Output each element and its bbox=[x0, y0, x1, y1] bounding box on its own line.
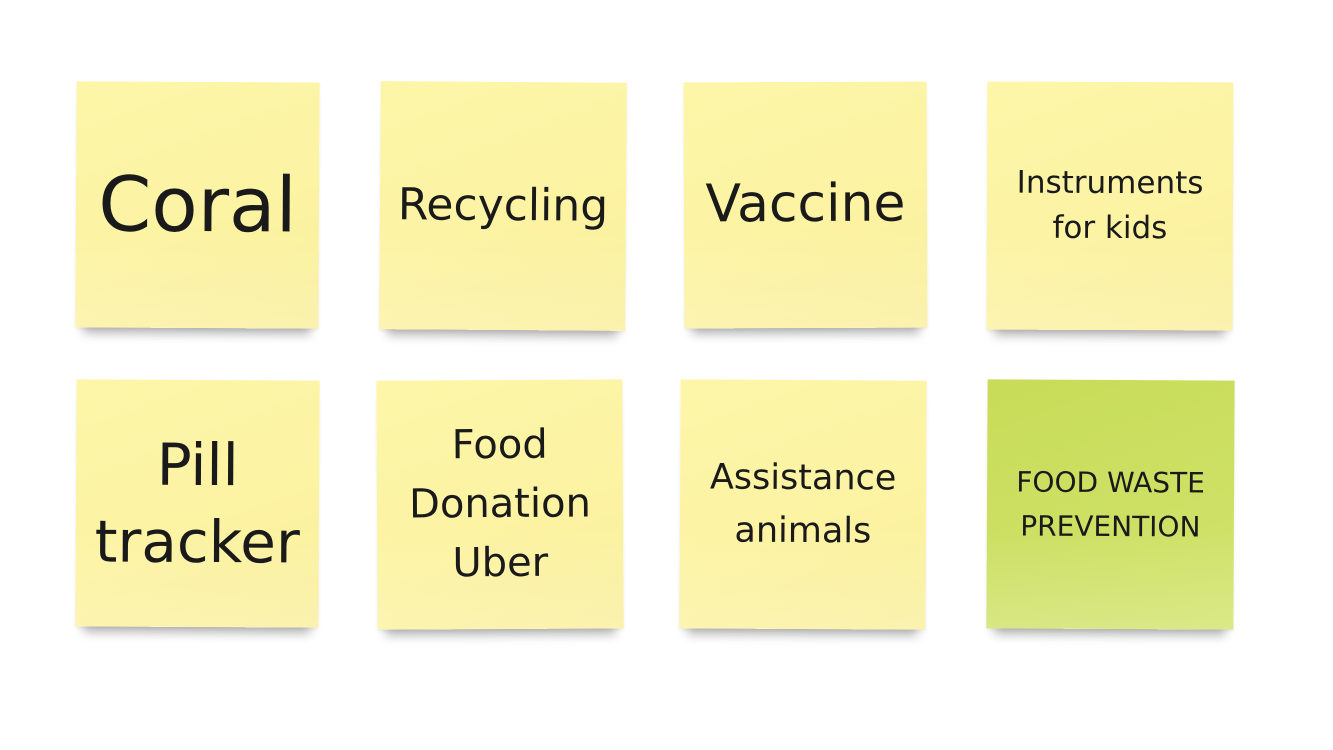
sticky-note-food-waste-prevention[interactable]: FOOD WASTE PREVENTION bbox=[986, 379, 1235, 630]
sticky-note-text: Assistance animals bbox=[709, 457, 897, 551]
sticky-note-text: FOOD WASTE PREVENTION bbox=[1016, 465, 1205, 543]
sticky-note-text: Vaccine bbox=[705, 173, 906, 235]
sticky-note-recycling[interactable]: Recycling bbox=[379, 81, 627, 331]
sticky-note-instruments-for-kids[interactable]: Instruments for kids bbox=[986, 81, 1234, 331]
sticky-note-text: Pill tracker bbox=[94, 430, 301, 577]
sticky-note-text: Recycling bbox=[397, 179, 609, 232]
sticky-note-text: Food Donation Uber bbox=[408, 421, 591, 587]
sticky-note-pill-tracker[interactable]: Pill tracker bbox=[75, 379, 320, 628]
sticky-note-food-donation-uber[interactable]: Food Donation Uber bbox=[376, 379, 624, 630]
sticky-note-text: Instruments for kids bbox=[1016, 164, 1204, 247]
sticky-note-assistance-animals[interactable]: Assistance animals bbox=[679, 379, 927, 630]
sticky-note-coral[interactable]: Coral bbox=[75, 81, 320, 329]
sticky-note-text: Coral bbox=[98, 159, 297, 250]
sticky-note-vaccine[interactable]: Vaccine bbox=[683, 81, 928, 329]
